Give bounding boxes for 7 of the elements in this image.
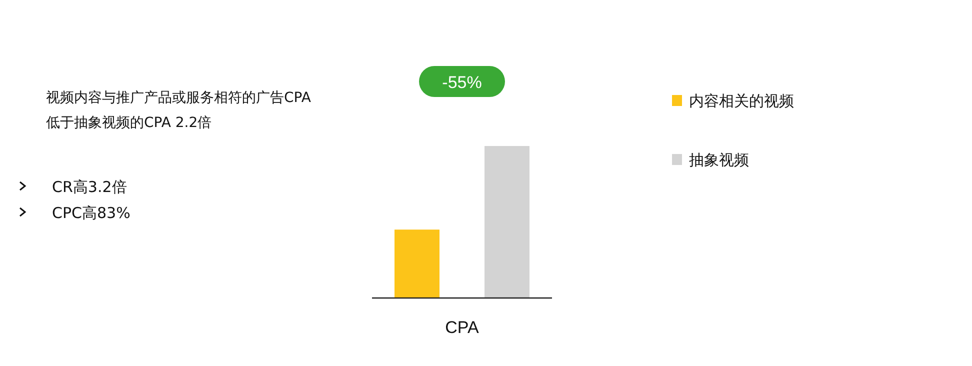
text: CR高3.2倍 (52, 178, 127, 196)
text: CPC高83% (52, 204, 130, 222)
legend-label: 内容相关的视频 (689, 92, 794, 110)
legend-label: 抽象视频 (689, 151, 749, 169)
badge: -55% (419, 66, 505, 97)
x-tick-label: CPA (445, 318, 480, 337)
text: 视频内容与推广产品或服务相符的广告CPA 低于抽象视频的CPA 2.2倍 (46, 90, 312, 131)
